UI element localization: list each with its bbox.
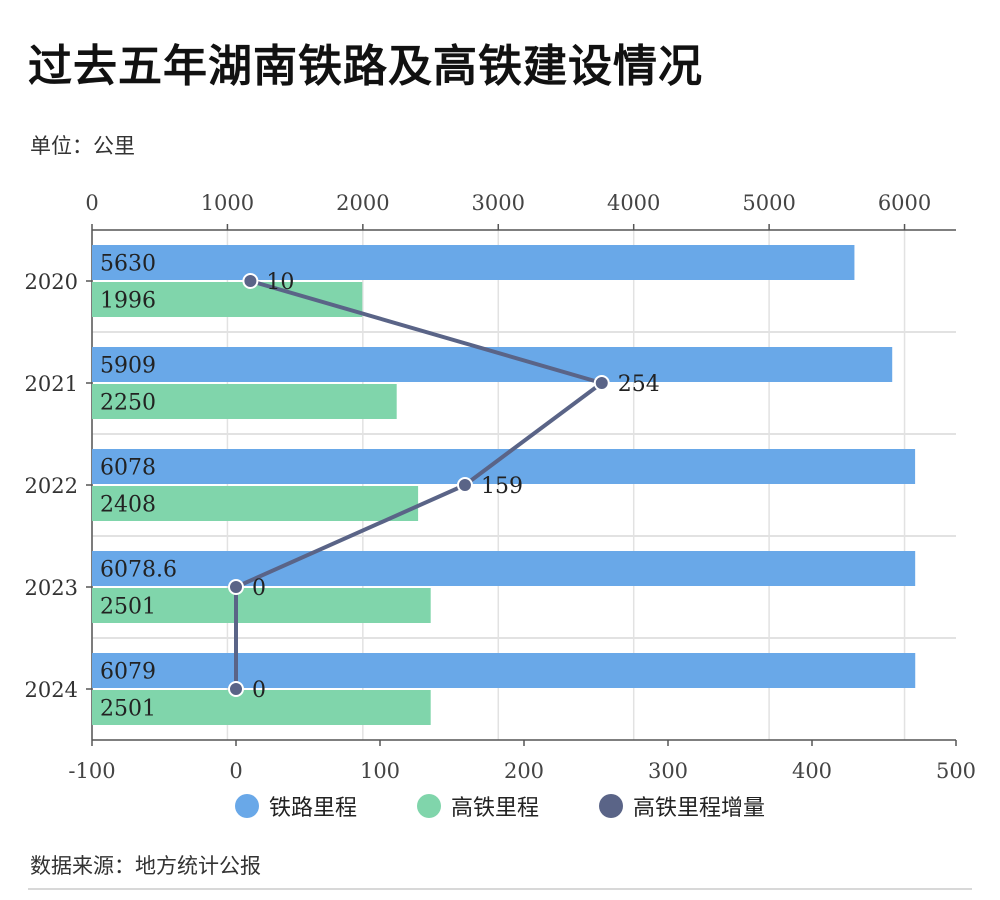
bar-label-hsr: 2408 [100, 493, 156, 518]
line-increase [234, 279, 604, 689]
point-label-increase: 254 [618, 372, 660, 397]
bar-hsr [92, 690, 431, 725]
bar-railway [92, 551, 916, 586]
bar-railway [92, 653, 916, 688]
tick-label-top: 2000 [336, 191, 389, 215]
point-label-increase: 0 [252, 678, 266, 703]
legend-item-increase[interactable]: 高铁里程增量 [599, 790, 765, 822]
legend: 铁路里程 高铁里程 高铁里程增量 [0, 790, 1000, 822]
legend-label-increase: 高铁里程增量 [633, 796, 766, 821]
tick-label-bottom: 200 [504, 759, 544, 783]
tick-label-bottom: 0 [229, 759, 242, 783]
chart-title: 过去五年湖南铁路及高铁建设情况 [28, 41, 703, 92]
tick-label-bottom: 500 [936, 759, 976, 783]
bar-railway [92, 245, 855, 280]
point-increase [228, 681, 244, 697]
tick-label-bottom: 300 [648, 759, 688, 783]
tick-label-top: 3000 [472, 191, 525, 215]
tick-label-top: 6000 [878, 191, 931, 215]
legend-label-hsr: 高铁里程 [450, 796, 539, 821]
bar-hsr [92, 486, 419, 521]
point-increase [242, 273, 259, 289]
bar-label-hsr: 2501 [100, 697, 156, 722]
bar-label-hsr: 2501 [100, 595, 156, 620]
source-note: 数据来源：地方统计公报 [30, 854, 261, 878]
tick-label-bottom: -100 [68, 759, 115, 783]
category-label: 2021 [25, 372, 78, 396]
bar-label-hsr: 1996 [100, 289, 156, 314]
tick-label-top: 1000 [201, 191, 254, 215]
legend-item-railway[interactable]: 铁路里程 [234, 790, 357, 822]
bar-label-railway: 6078 [100, 456, 156, 481]
bar-label-railway: 6079 [100, 660, 156, 685]
category-label: 2022 [25, 474, 78, 498]
legend-item-hsr[interactable]: 高铁里程 [416, 790, 539, 822]
bar-label-railway: 5630 [100, 252, 156, 277]
bar-hsr [92, 384, 397, 419]
point-increase [593, 375, 610, 391]
bar-label-railway: 5909 [100, 354, 156, 379]
point-label-increase: 159 [481, 474, 523, 499]
point-label-increase: 10 [266, 270, 294, 295]
point-label-increase: 0 [252, 576, 266, 601]
legend-swatch-railway [234, 794, 259, 818]
category-label: 2024 [25, 678, 78, 702]
tick-label-top: 5000 [742, 191, 795, 215]
tick-label-bottom: 400 [792, 759, 832, 783]
legend-swatch-increase [599, 794, 623, 818]
tick-label-top: 0 [85, 191, 98, 215]
unit-label: 单位：公里 [30, 134, 135, 158]
tick-label-top: 4000 [607, 191, 660, 215]
tick-label-bottom: 100 [360, 759, 400, 783]
footer-divider [28, 888, 972, 890]
bar-hsr [92, 588, 431, 623]
bar-label-hsr: 2250 [100, 391, 156, 416]
category-label: 2020 [25, 270, 78, 294]
legend-label-railway: 铁路里程 [268, 796, 357, 821]
bar-label-railway: 6078.6 [100, 558, 177, 583]
point-increase [228, 579, 244, 595]
category-label: 2023 [25, 576, 78, 600]
legend-swatch-hsr [416, 794, 441, 818]
point-increase [456, 477, 473, 493]
